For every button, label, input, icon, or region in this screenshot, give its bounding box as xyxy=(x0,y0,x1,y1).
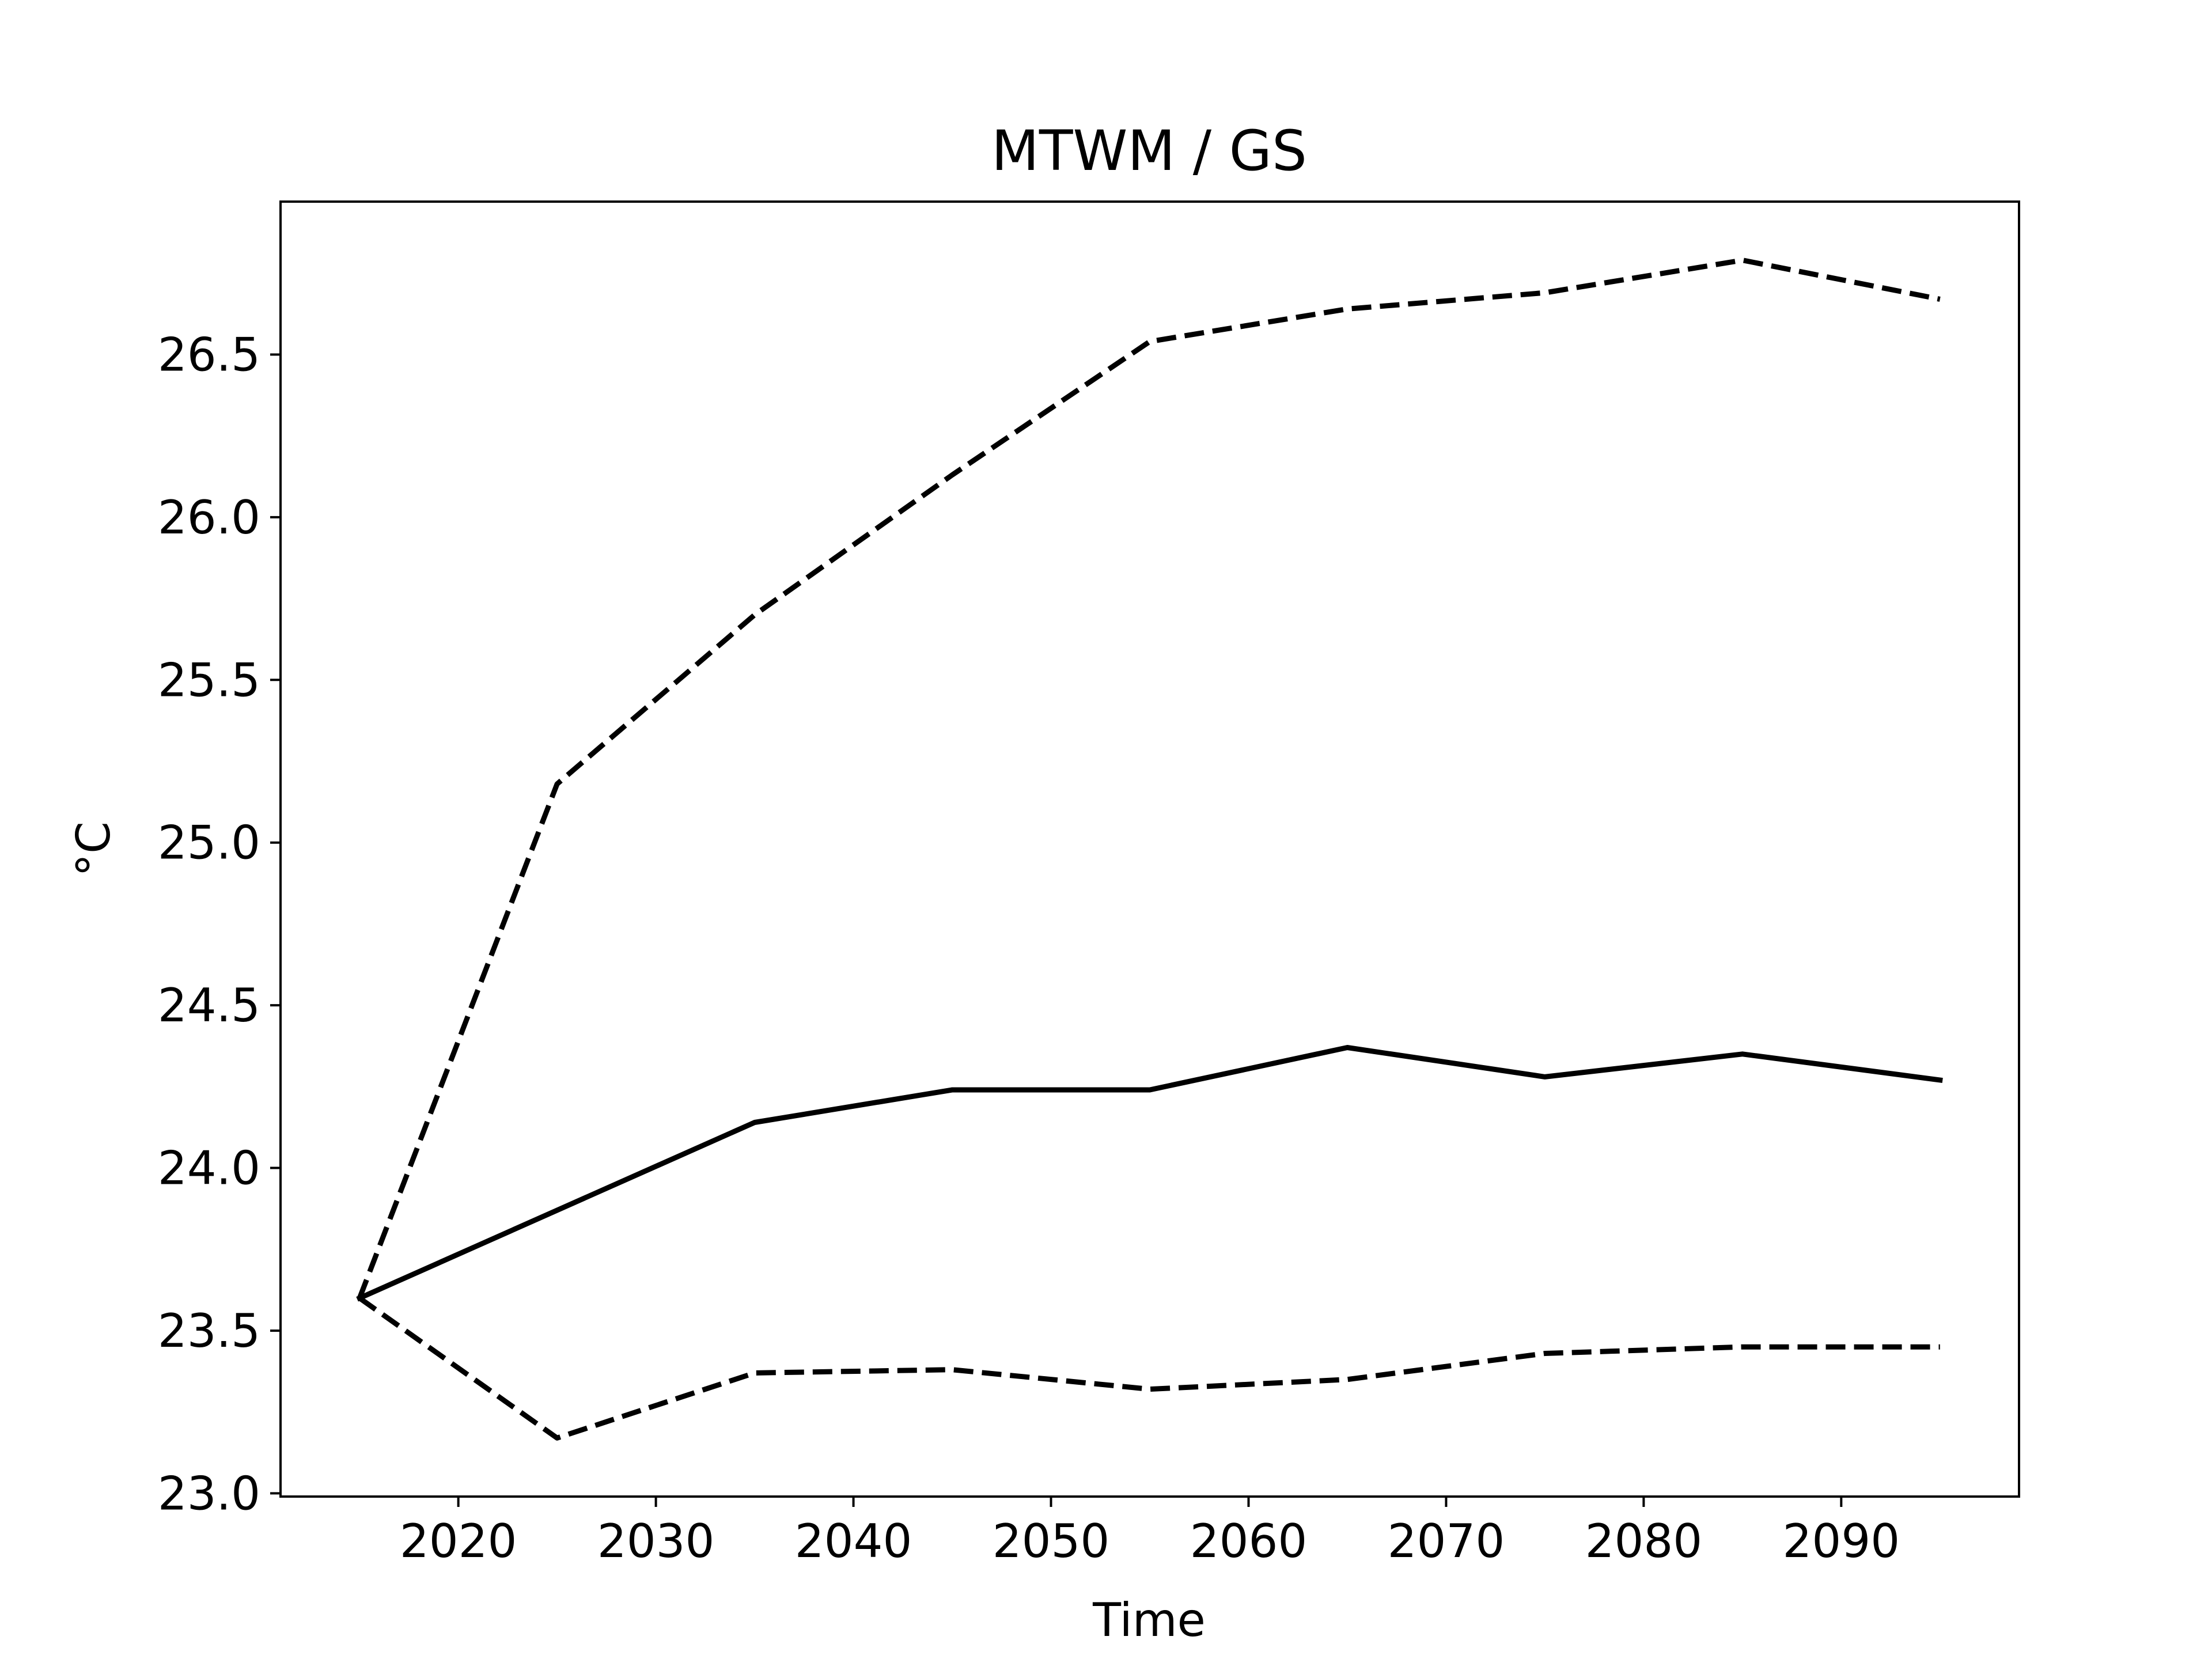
lower-bound-series-line xyxy=(358,1296,1940,1441)
median-series-line xyxy=(356,1045,1943,1302)
x-axis-label: Time xyxy=(1092,1593,1206,1647)
y-tick-label: 23.5 xyxy=(158,1304,260,1358)
ticks-layer: 2020 2030 2040 2050 2060 2070 2080 2090 23.0 23.5… xyxy=(158,328,1900,1568)
x-tick-label: 2050 xyxy=(993,1514,1110,1568)
x-tick-label: 2080 xyxy=(1585,1514,1703,1568)
plot-area-frame xyxy=(279,200,2020,1498)
y-tick-label: 25.0 xyxy=(158,816,260,870)
chart-title: MTWM / GS xyxy=(991,119,1307,183)
y-tick-label: 24.5 xyxy=(158,979,260,1032)
series-layer xyxy=(356,257,1943,1441)
x-tick-label: 2090 xyxy=(1783,1514,1900,1568)
x-tick-label: 2040 xyxy=(795,1514,912,1568)
x-tick-label: 2060 xyxy=(1190,1514,1308,1568)
upper-bound-series-line xyxy=(357,257,1941,1300)
x-tick-label: 2070 xyxy=(1388,1514,1505,1568)
y-tick-label: 23.0 xyxy=(158,1467,260,1520)
y-tick-label: 26.5 xyxy=(158,328,260,381)
y-tick-label: 26.0 xyxy=(158,491,260,544)
y-tick-label: 24.0 xyxy=(158,1142,260,1195)
x-tick-label: 2020 xyxy=(400,1514,517,1568)
y-tick-label: 25.5 xyxy=(158,653,260,707)
y-axis-label: °C xyxy=(67,821,120,877)
x-tick-label: 2030 xyxy=(597,1514,715,1568)
